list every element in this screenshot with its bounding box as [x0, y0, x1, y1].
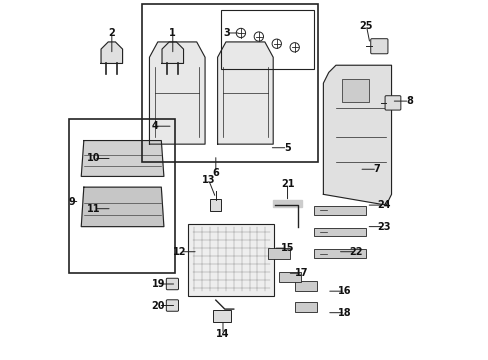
Text: 2: 2	[108, 28, 115, 38]
Circle shape	[271, 39, 281, 48]
FancyBboxPatch shape	[384, 96, 400, 110]
Circle shape	[289, 42, 299, 52]
Text: 5: 5	[284, 143, 290, 153]
Text: 19: 19	[151, 279, 165, 289]
Polygon shape	[217, 42, 273, 144]
Text: 7: 7	[373, 164, 380, 174]
Text: 16: 16	[338, 286, 351, 296]
Polygon shape	[149, 42, 204, 144]
Text: 20: 20	[151, 301, 165, 311]
FancyBboxPatch shape	[166, 300, 178, 311]
Polygon shape	[323, 65, 391, 205]
Text: 17: 17	[295, 268, 308, 278]
Polygon shape	[314, 249, 366, 258]
Text: 3: 3	[223, 28, 229, 38]
Text: 6: 6	[212, 168, 219, 178]
Text: 10: 10	[87, 153, 101, 163]
Text: 4: 4	[151, 121, 158, 131]
Text: 25: 25	[359, 21, 372, 31]
FancyBboxPatch shape	[213, 310, 230, 322]
FancyBboxPatch shape	[342, 79, 368, 102]
Text: 13: 13	[202, 175, 215, 185]
Text: 11: 11	[87, 204, 101, 214]
Polygon shape	[294, 302, 317, 312]
Polygon shape	[314, 206, 366, 215]
Text: 14: 14	[216, 329, 229, 339]
Text: 12: 12	[173, 247, 186, 257]
FancyBboxPatch shape	[187, 224, 274, 296]
Text: 24: 24	[377, 200, 390, 210]
Text: 21: 21	[280, 179, 294, 189]
Text: 23: 23	[377, 222, 390, 231]
Polygon shape	[81, 140, 163, 176]
Text: 18: 18	[337, 308, 351, 318]
Polygon shape	[81, 187, 163, 226]
Text: 15: 15	[280, 243, 294, 253]
Text: 22: 22	[348, 247, 362, 257]
Polygon shape	[294, 281, 317, 291]
Polygon shape	[101, 42, 122, 63]
Circle shape	[254, 32, 263, 41]
Polygon shape	[162, 42, 183, 63]
Text: 1: 1	[169, 28, 176, 38]
FancyBboxPatch shape	[166, 278, 178, 290]
Polygon shape	[314, 228, 366, 236]
Text: 8: 8	[405, 96, 412, 106]
Text: 9: 9	[69, 197, 76, 207]
Circle shape	[236, 28, 245, 38]
Polygon shape	[278, 272, 301, 282]
Polygon shape	[273, 200, 301, 207]
FancyBboxPatch shape	[370, 39, 387, 54]
FancyBboxPatch shape	[209, 199, 221, 211]
Polygon shape	[267, 248, 290, 258]
